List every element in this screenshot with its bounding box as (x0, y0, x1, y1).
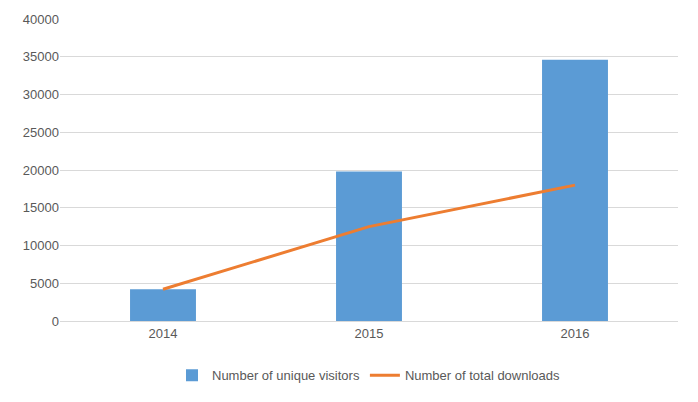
svg-text:15000: 15000 (23, 200, 59, 215)
svg-text:10000: 10000 (23, 238, 59, 253)
svg-text:30000: 30000 (23, 87, 59, 102)
svg-text:20000: 20000 (23, 163, 59, 178)
svg-text:5000: 5000 (30, 276, 59, 291)
svg-text:Number of unique visitors: Number of unique visitors (212, 368, 360, 383)
svg-text:0: 0 (52, 314, 59, 329)
svg-text:2016: 2016 (561, 326, 590, 341)
svg-text:2014: 2014 (149, 326, 178, 341)
svg-text:Number of total downloads: Number of total downloads (405, 368, 560, 383)
svg-text:40000: 40000 (23, 12, 59, 27)
svg-text:35000: 35000 (23, 49, 59, 64)
svg-text:2015: 2015 (355, 326, 384, 341)
svg-text:25000: 25000 (23, 125, 59, 140)
